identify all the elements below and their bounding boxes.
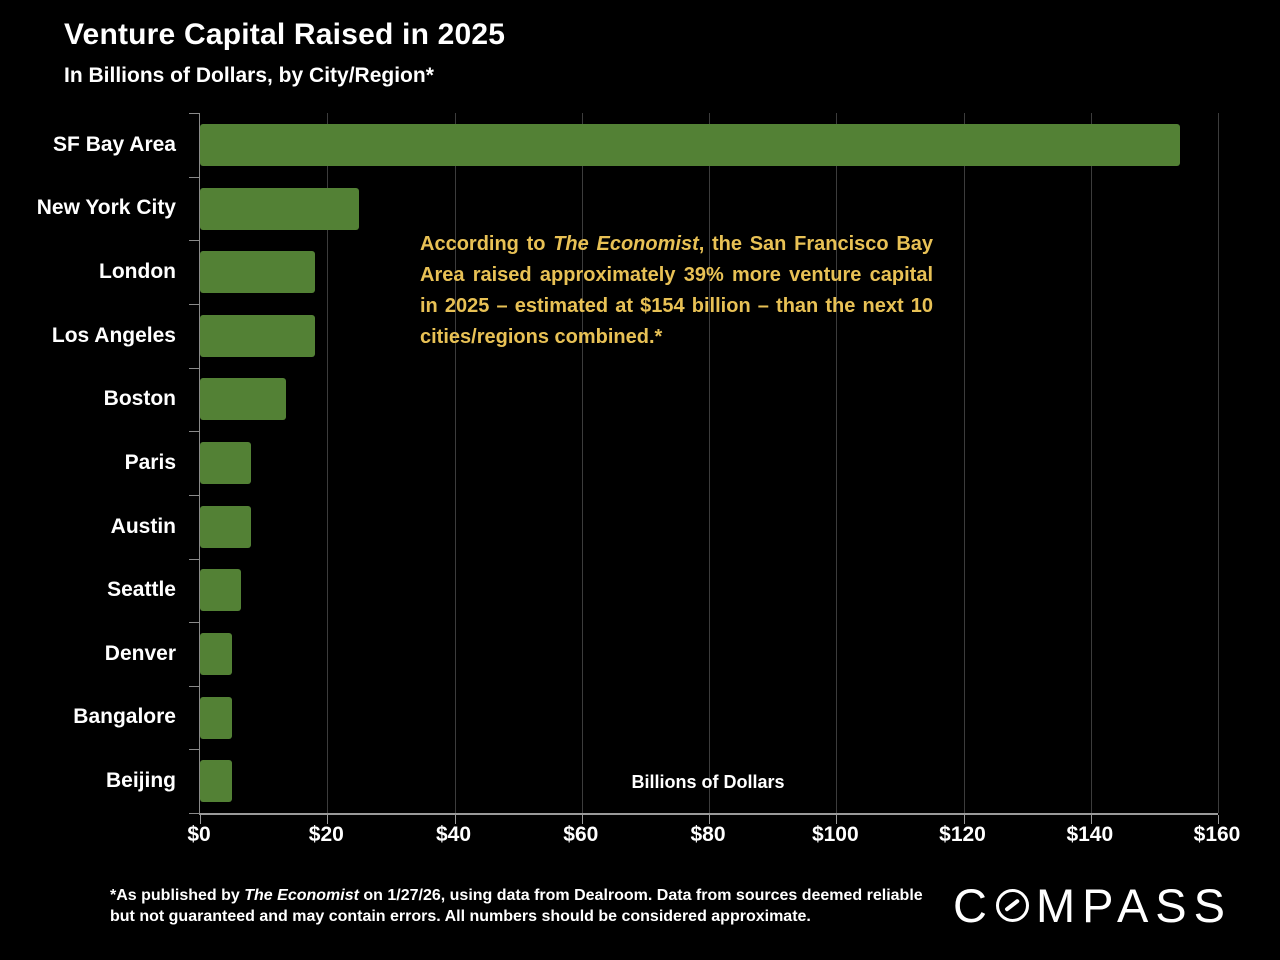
bar-sf-bay-area <box>200 123 1180 166</box>
footnote-text-2: on 1/27/26, using data from Dealroom. Da… <box>110 887 923 925</box>
gridline-20 <box>327 113 329 813</box>
logo-letter-c: C <box>952 878 994 932</box>
category-tick <box>189 749 199 751</box>
footnote: *As published by The Economist on 1/27/2… <box>110 885 948 927</box>
gridline-140 <box>1090 113 1092 813</box>
category-tick <box>189 176 199 178</box>
value-tick-label: $80 <box>690 823 726 846</box>
value-tick <box>709 815 710 824</box>
value-tick <box>1218 815 1219 824</box>
bar-boston <box>200 378 286 421</box>
category-label: Boston <box>103 387 176 411</box>
category-label: Austin <box>110 514 176 538</box>
category-label: Beijing <box>105 769 176 793</box>
gridline-60 <box>581 113 583 813</box>
value-tick <box>1090 815 1092 824</box>
category-tick <box>189 685 199 687</box>
value-tick-label: $0 <box>187 823 211 846</box>
category-tick <box>189 558 199 560</box>
category-tick <box>189 240 199 242</box>
annotation-text-1: According to <box>420 233 554 255</box>
plot-area <box>189 113 1219 824</box>
value-tick-label: $60 <box>563 823 599 846</box>
value-tick <box>963 815 965 824</box>
bar-austin <box>200 505 251 548</box>
value-tick <box>836 815 838 824</box>
value-tick-label: $140 <box>1066 823 1114 846</box>
category-label: New York City <box>36 196 176 220</box>
value-tick <box>200 815 201 824</box>
gridline-160 <box>1218 113 1219 813</box>
category-label: Los Angeles <box>51 323 176 347</box>
logo-letters-mpass: MPASS <box>1035 878 1232 932</box>
gridline-120 <box>963 113 965 813</box>
category-label: Denver <box>104 641 176 665</box>
annotation-callout: According to The Economist, the San Fran… <box>420 229 933 353</box>
value-tick-label: $100 <box>811 823 859 846</box>
category-tick <box>189 303 199 305</box>
bar-seattle <box>200 569 242 612</box>
footnote-source-name: The Economist <box>244 887 359 904</box>
value-tick <box>327 815 329 824</box>
category-label: Bangalore <box>73 705 176 729</box>
value-tick-label: $40 <box>435 823 472 846</box>
bar-beijing <box>200 760 232 803</box>
bar-los-angeles <box>200 314 315 357</box>
annotation-source-name: The Economist <box>553 233 699 255</box>
bar-paris <box>200 442 251 484</box>
category-label: SF Bay Area <box>53 132 176 156</box>
compass-needle-icon <box>995 888 1029 922</box>
value-tick-label: $20 <box>308 823 344 846</box>
category-label: Paris <box>124 450 176 474</box>
gridline-80 <box>709 113 710 813</box>
value-tick <box>581 815 583 824</box>
bar-bangalore <box>200 696 232 739</box>
footnote-text-1: *As published by <box>110 887 245 904</box>
bar-denver <box>200 632 232 675</box>
chart-title: Venture Capital Raised in 2025 <box>64 18 506 51</box>
chart-subtitle: In Billions of Dollars, by City/Region* <box>64 64 434 87</box>
category-label: London <box>99 260 176 284</box>
value-axis-title: Billions of Dollars <box>631 772 785 792</box>
bar-new-york-city <box>200 187 360 230</box>
category-label: Seattle <box>107 578 176 602</box>
category-tick <box>189 367 199 369</box>
bar-london <box>200 251 315 294</box>
value-axis-labels: $0 $20 $40 $60 $80 $100 $120 $140 $160 <box>187 823 1240 851</box>
category-tick <box>189 113 199 114</box>
value-tick <box>454 815 456 824</box>
category-tick <box>189 622 199 624</box>
gridline-100 <box>836 113 838 813</box>
category-tick <box>189 494 199 496</box>
value-tick-label: $160 <box>1193 823 1241 846</box>
gridline-40 <box>454 113 456 813</box>
annotation-text-2: , the San Francisco Bay Area raised appr… <box>420 233 934 348</box>
category-tick <box>189 431 199 433</box>
value-tick-label: $120 <box>939 823 986 846</box>
compass-logo: C MPASS <box>952 878 1232 932</box>
category-axis-labels: SF Bay Area New York City London Los Angele… <box>0 113 176 813</box>
category-tick <box>189 813 199 814</box>
